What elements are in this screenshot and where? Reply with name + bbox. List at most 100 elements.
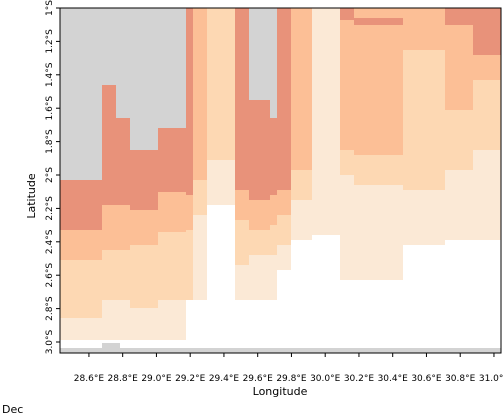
map-cell <box>137 8 144 150</box>
map-cell <box>270 225 277 255</box>
map-cell <box>466 25 473 110</box>
map-cell <box>193 8 200 60</box>
map-cell <box>67 180 74 230</box>
map-cell <box>417 8 424 50</box>
map-cell <box>200 300 207 353</box>
map-cell <box>144 340 151 353</box>
map-cell <box>459 8 466 25</box>
map-cell <box>340 20 347 150</box>
map-cell <box>242 160 249 190</box>
map-cell <box>277 270 284 353</box>
map-cell <box>137 245 144 308</box>
map-cell <box>361 25 368 155</box>
map-cell <box>207 100 214 160</box>
map-cell <box>130 150 137 210</box>
map-cell <box>158 232 165 300</box>
map-cell <box>242 8 249 160</box>
map-cell <box>228 160 235 205</box>
map-cell <box>109 300 116 340</box>
map-cell <box>354 185 361 280</box>
map-cell <box>291 200 298 240</box>
map-cell <box>494 240 501 353</box>
map-cell <box>487 240 494 353</box>
map-cell <box>109 8 116 85</box>
map-cell <box>424 8 431 50</box>
map-cell <box>88 180 95 230</box>
map-cell <box>459 170 466 240</box>
map-cell <box>228 100 235 160</box>
map-cell <box>235 190 242 220</box>
map-cell <box>179 192 186 232</box>
map-cell <box>431 245 438 353</box>
map-cell <box>67 8 74 180</box>
map-cell <box>326 8 333 235</box>
map-cell <box>396 25 403 155</box>
map-cell <box>235 160 242 190</box>
y-tick-label: 1.4°S <box>45 62 55 87</box>
map-cell <box>165 8 172 128</box>
map-cell <box>207 8 214 100</box>
map-cell <box>459 240 466 353</box>
map-cell <box>284 215 291 245</box>
map-cell <box>81 340 88 353</box>
map-cell <box>445 240 452 353</box>
map-cell <box>277 8 284 190</box>
map-cell <box>256 230 263 255</box>
map-cell <box>263 255 270 300</box>
map-cell <box>200 215 207 300</box>
map-cell <box>403 50 410 100</box>
map-cell <box>165 300 172 340</box>
map-cell <box>249 300 256 353</box>
map-cell <box>158 340 165 353</box>
map-cell <box>102 85 109 205</box>
map-cell <box>389 25 396 155</box>
map-cell <box>214 205 221 353</box>
map-cell <box>186 8 193 40</box>
map-cell <box>347 20 354 150</box>
map-cell <box>221 8 228 100</box>
map-cell <box>179 340 186 353</box>
map-cell <box>235 265 242 300</box>
y-axis: 1°S 1.2°S 1.4°S 1.6°S 1.8°S 2°S 2.2°S 2.4°S 2.6°… <box>45 0 60 354</box>
map-cell <box>116 205 123 250</box>
map-cell <box>347 150 354 175</box>
y-tick-label: 1°S <box>45 0 55 16</box>
map-cell <box>144 245 151 308</box>
map-cell <box>410 100 417 190</box>
map-cell <box>242 220 249 265</box>
map-cell <box>151 245 158 308</box>
map-cell <box>109 250 116 300</box>
x-tick-label: 30.4°E <box>378 374 409 384</box>
map-cell <box>375 185 382 280</box>
map-cell <box>60 260 67 318</box>
map-cell <box>382 8 389 18</box>
map-cell <box>305 170 312 200</box>
map-cell <box>452 110 459 170</box>
map-cell <box>242 190 249 220</box>
month-label: Dec <box>2 403 23 416</box>
map-cell <box>102 8 109 85</box>
map-cell <box>256 100 263 200</box>
map-cell <box>60 318 67 340</box>
map-cell <box>130 245 137 308</box>
map-cell <box>417 100 424 190</box>
x-tick-label: 29.2°E <box>175 374 206 384</box>
y-tick-label: 2.8°S <box>45 296 55 321</box>
map-cell <box>459 110 466 170</box>
map-cell <box>249 100 256 200</box>
map-cell <box>130 308 137 340</box>
map-cell <box>186 195 193 230</box>
map-cell <box>172 300 179 340</box>
map-cell <box>375 25 382 155</box>
map-cell <box>67 230 74 260</box>
map-cell <box>410 190 417 245</box>
map-cell <box>340 150 347 175</box>
map-cell <box>480 55 487 80</box>
map-cell <box>382 155 389 185</box>
map-cell <box>158 8 165 128</box>
map-cell <box>452 240 459 353</box>
map-cell <box>494 80 501 150</box>
map-cell <box>347 8 354 20</box>
map-cell <box>179 8 186 128</box>
map-cell <box>319 235 326 353</box>
